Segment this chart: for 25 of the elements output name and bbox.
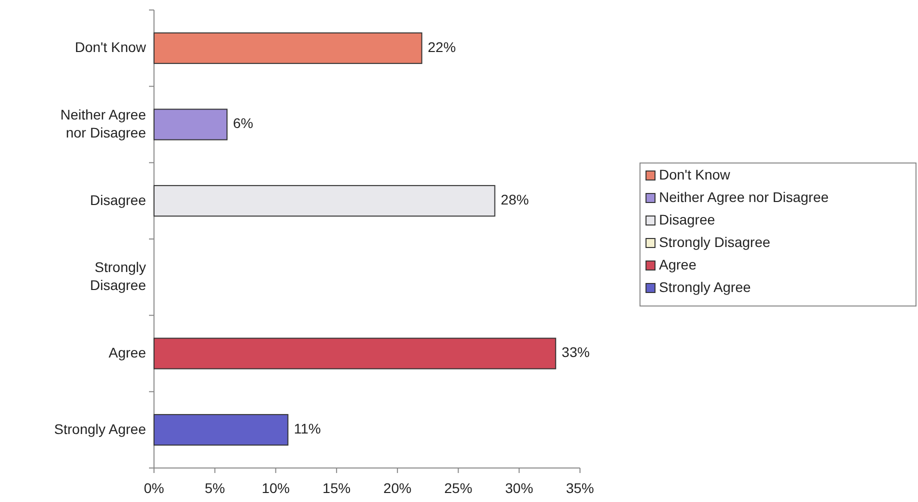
legend-label: Neither Agree nor Disagree [659,189,829,206]
x-tick-label: 30% [505,480,534,496]
x-tick-label: 15% [322,480,351,496]
data-label: 22% [428,38,456,55]
x-tick-label: 0% [144,480,164,496]
y-tick-label: Disagree [90,192,146,208]
data-label: 28% [500,192,529,208]
legend-label: Agree [659,256,697,273]
legend-label: Don't Know [659,166,732,183]
data-label: 11% [294,420,321,437]
y-tick-label: Agree [108,344,146,360]
x-tick-label: 20% [383,480,412,496]
y-tick-label: Strongly Disagree [90,258,146,293]
legend-label: Strongly Agree [659,279,752,296]
y-tick-label: Neither Agree nor Disagree [60,106,146,140]
y-tick-label: Strongly Agree [54,420,146,437]
legend-label: Strongly Disagree [659,234,770,250]
x-tick-label: 5% [204,480,225,496]
x-tick-label: 35% [566,480,594,496]
y-tick-label: Don't Know [74,38,147,55]
x-tick-label: 10% [262,480,290,496]
data-label: 6% [233,115,254,132]
legend-label: Disagree [659,212,716,228]
x-tick-label: 25% [444,480,472,496]
data-label: 33% [562,344,590,360]
